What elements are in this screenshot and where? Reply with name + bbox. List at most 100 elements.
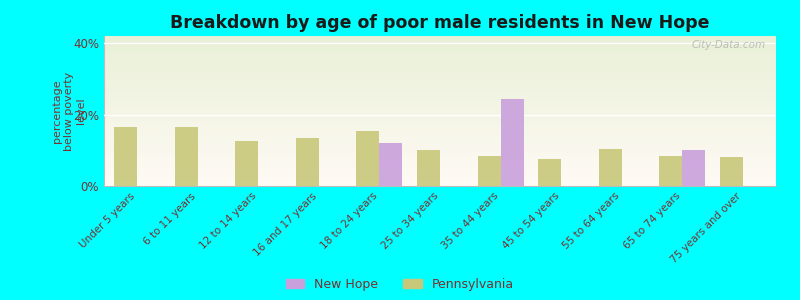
- Bar: [104, 74, 776, 75]
- Title: Breakdown by age of poor male residents in New Hope: Breakdown by age of poor male residents …: [170, 14, 710, 32]
- Legend: New Hope, Pennsylvania: New Hope, Pennsylvania: [286, 278, 514, 291]
- Bar: [104, 124, 776, 126]
- Bar: [104, 36, 776, 38]
- Bar: [104, 78, 776, 80]
- Bar: [104, 184, 776, 186]
- Bar: [104, 68, 776, 69]
- Bar: [104, 88, 776, 90]
- Bar: [104, 160, 776, 162]
- Bar: [104, 158, 776, 159]
- Bar: [104, 108, 776, 110]
- Bar: [114, 127, 138, 186]
- Bar: [104, 114, 776, 116]
- Bar: [104, 44, 776, 45]
- Bar: [104, 174, 776, 176]
- Bar: [478, 156, 501, 186]
- Bar: [104, 92, 776, 93]
- Bar: [104, 106, 776, 108]
- Bar: [104, 134, 776, 135]
- Bar: [175, 127, 198, 186]
- Bar: [104, 177, 776, 178]
- Bar: [659, 156, 682, 186]
- Bar: [104, 147, 776, 148]
- Bar: [104, 61, 776, 63]
- Bar: [104, 72, 776, 74]
- Bar: [104, 154, 776, 156]
- Bar: [104, 105, 776, 106]
- Bar: [104, 100, 776, 102]
- Bar: [104, 118, 776, 120]
- Bar: [104, 130, 776, 132]
- Bar: [104, 52, 776, 54]
- Bar: [104, 178, 776, 180]
- Bar: [104, 152, 776, 153]
- Bar: [104, 94, 776, 96]
- Bar: [104, 164, 776, 165]
- Bar: [104, 38, 776, 39]
- Bar: [104, 57, 776, 58]
- Bar: [104, 42, 776, 44]
- Bar: [104, 176, 776, 177]
- Bar: [104, 172, 776, 174]
- Bar: [104, 136, 776, 138]
- Bar: [104, 142, 776, 144]
- Bar: [104, 168, 776, 170]
- Bar: [104, 123, 776, 124]
- Bar: [104, 76, 776, 78]
- Bar: [104, 111, 776, 112]
- Bar: [104, 103, 776, 105]
- Bar: [104, 132, 776, 134]
- Bar: [104, 45, 776, 46]
- Bar: [104, 81, 776, 82]
- Bar: [104, 82, 776, 84]
- Bar: [104, 162, 776, 164]
- Bar: [104, 70, 776, 72]
- Bar: [598, 148, 622, 186]
- Bar: [357, 130, 379, 186]
- Bar: [104, 180, 776, 182]
- Bar: [104, 48, 776, 50]
- Bar: [104, 90, 776, 92]
- Bar: [104, 110, 776, 111]
- Bar: [417, 150, 440, 186]
- Bar: [104, 169, 776, 171]
- Bar: [104, 93, 776, 94]
- Bar: [682, 150, 705, 186]
- Bar: [104, 96, 776, 98]
- Bar: [104, 150, 776, 152]
- Bar: [104, 40, 776, 42]
- Bar: [104, 85, 776, 87]
- Bar: [104, 167, 776, 168]
- Bar: [104, 50, 776, 51]
- Bar: [104, 99, 776, 100]
- Bar: [104, 159, 776, 160]
- Bar: [104, 156, 776, 158]
- Bar: [104, 141, 776, 142]
- Bar: [104, 98, 776, 99]
- Bar: [104, 128, 776, 129]
- Bar: [104, 51, 776, 52]
- Bar: [104, 39, 776, 40]
- Bar: [104, 64, 776, 66]
- Bar: [104, 183, 776, 184]
- Bar: [104, 66, 776, 68]
- Bar: [501, 98, 523, 186]
- Bar: [104, 112, 776, 114]
- Bar: [104, 60, 776, 61]
- Bar: [104, 80, 776, 81]
- Bar: [104, 117, 776, 118]
- Bar: [104, 84, 776, 86]
- Bar: [104, 56, 776, 57]
- Bar: [296, 138, 319, 186]
- Bar: [104, 135, 776, 136]
- Bar: [104, 171, 776, 172]
- Bar: [104, 122, 776, 123]
- Bar: [104, 153, 776, 154]
- Bar: [104, 75, 776, 76]
- Y-axis label: percentage
below poverty
level: percentage below poverty level: [52, 71, 86, 151]
- Bar: [104, 54, 776, 56]
- Bar: [235, 141, 258, 186]
- Bar: [379, 143, 402, 186]
- Bar: [104, 58, 776, 60]
- Bar: [104, 102, 776, 104]
